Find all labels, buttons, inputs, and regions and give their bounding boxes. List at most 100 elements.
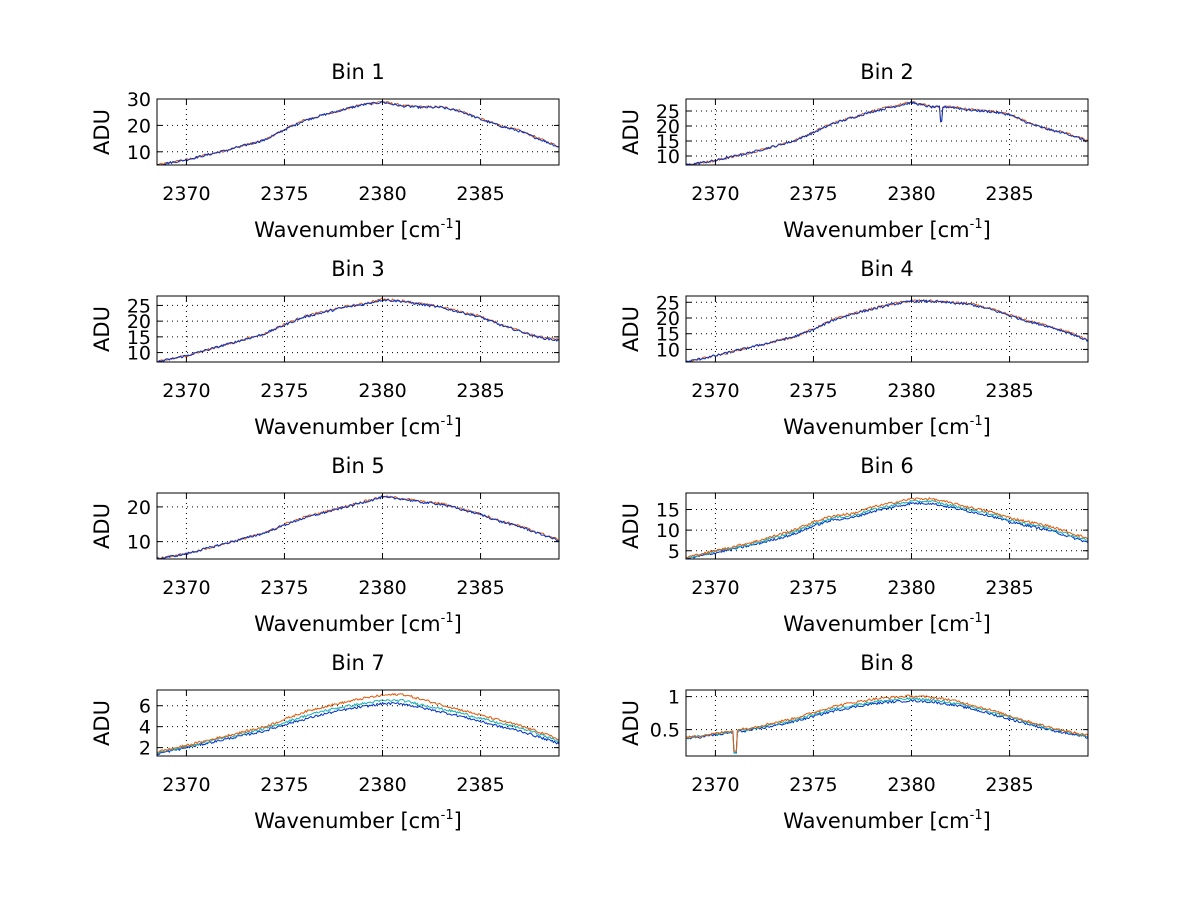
y-tick-label: 15 [656, 500, 680, 522]
axes-frame [156, 295, 560, 363]
x-axis-label-sup: -1 [441, 808, 454, 823]
x-tick-label: 2380 [887, 183, 935, 205]
y-axis-label: ADU [619, 109, 643, 155]
series-line-blue [685, 299, 1089, 363]
x-axis-label-text: Wavenumber [cm [783, 809, 969, 833]
y-tick-label: 15 [127, 327, 151, 349]
y-tick-label: 15 [656, 324, 680, 346]
x-tick-label: 2380 [887, 577, 935, 599]
y-tick-label: 20 [127, 497, 151, 519]
x-axis-label: Wavenumber [cm-1] [254, 414, 462, 439]
panel-title: Bin 6 [860, 454, 914, 478]
x-tick-label: 2385 [456, 577, 504, 599]
x-axis-label-close: ] [454, 218, 462, 242]
panel-title: Bin 2 [860, 60, 914, 84]
x-axis-label-sup: -1 [441, 414, 454, 429]
series-line-blue [685, 101, 1089, 166]
series-line-orange [685, 497, 1089, 559]
x-axis-label-close: ] [983, 218, 991, 242]
y-tick-label: 25 [656, 292, 680, 314]
x-axis-label-close: ] [454, 415, 462, 439]
panel-title: Bin 3 [331, 257, 385, 281]
panel-bin-5: Bin 5 2370 2375 2380 2385 10 20 Wavenumber [cm-… [90, 454, 560, 636]
x-axis-label-text: Wavenumber [cm [254, 218, 440, 242]
x-tick-label: 2375 [789, 577, 837, 599]
x-tick-label: 2385 [456, 774, 504, 796]
y-tick-label: 10 [127, 142, 151, 164]
y-tick-label: 0.5 [650, 720, 680, 742]
y-tick-label: 10 [656, 520, 680, 542]
series-line-cyan [685, 697, 1089, 754]
y-axis-label: ADU [90, 700, 114, 746]
y-axis-label: ADU [90, 109, 114, 155]
x-tick-label: 2380 [358, 380, 406, 402]
x-axis-label-sup: -1 [970, 414, 983, 429]
x-tick-label: 2370 [162, 183, 210, 205]
x-axis-label-close: ] [454, 612, 462, 636]
series-line-orange [156, 495, 560, 559]
x-tick-label: 2370 [691, 380, 739, 402]
x-tick-label: 2380 [358, 183, 406, 205]
x-axis-label-close: ] [983, 415, 991, 439]
panel-title: Bin 5 [331, 454, 385, 478]
x-tick-label: 2375 [789, 183, 837, 205]
x-tick-label: 2370 [162, 774, 210, 796]
panel-title: Bin 8 [860, 651, 914, 675]
series-line-orange [156, 693, 560, 753]
series-line-blue [156, 100, 559, 166]
x-tick-label: 2385 [985, 577, 1033, 599]
panel-title: Bin 4 [860, 257, 914, 281]
x-tick-label: 2370 [691, 183, 739, 205]
y-tick-label: 2 [139, 738, 151, 760]
y-tick-label: 1 [668, 687, 680, 709]
x-axis-label-text: Wavenumber [cm [783, 612, 969, 636]
x-tick-label: 2370 [162, 380, 210, 402]
y-tick-label: 5 [668, 541, 680, 563]
series-line-orange [685, 694, 1089, 752]
y-axis-label: ADU [619, 503, 643, 549]
x-axis-label-sup: -1 [970, 217, 983, 232]
panel-bin-8: Bin 8 2370 2375 2380 2385 0.5 1 Wavenumber [cm-… [619, 651, 1089, 833]
y-tick-label: 25 [656, 101, 680, 123]
x-axis-label-close: ] [454, 809, 462, 833]
y-tick-label: 30 [127, 89, 151, 111]
x-tick-label: 2385 [985, 183, 1033, 205]
y-tick-label: 4 [139, 717, 151, 739]
axes-frame [156, 689, 560, 757]
x-tick-label: 2380 [887, 774, 935, 796]
x-tick-label: 2380 [887, 380, 935, 402]
series-line-blue [685, 699, 1089, 754]
axes-frame [156, 98, 560, 166]
y-tick-label: 10 [127, 532, 151, 554]
x-tick-label: 2385 [456, 380, 504, 402]
y-axis-label: ADU [90, 503, 114, 549]
x-axis-label-close: ] [983, 612, 991, 636]
series-line-blue [156, 701, 560, 756]
y-axis-label: ADU [90, 306, 114, 352]
x-tick-label: 2370 [691, 774, 739, 796]
x-axis-label: Wavenumber [cm-1] [783, 808, 991, 833]
panel-bin-7: Bin 7 2370 2375 2380 2385 246 Wavenumber [cm-1… [90, 651, 560, 833]
x-tick-label: 2375 [260, 183, 308, 205]
x-tick-label: 2370 [162, 577, 210, 599]
y-tick-label: 10 [656, 146, 680, 168]
panel-title: Bin 7 [331, 651, 385, 675]
x-axis-label: Wavenumber [cm-1] [783, 217, 991, 242]
x-axis-label-sup: -1 [970, 808, 983, 823]
panel-bin-1: Bin 1 2370 2375 2380 2385 10 20 30 Wavenumber [c… [90, 60, 560, 242]
x-tick-label: 2385 [985, 380, 1033, 402]
x-axis-label-sup: -1 [441, 611, 454, 626]
y-tick-label: 10 [127, 343, 151, 365]
axes-frame [685, 492, 1089, 560]
x-tick-label: 2370 [691, 577, 739, 599]
series-line-cyan [685, 499, 1089, 559]
x-axis-label-sup: -1 [441, 217, 454, 232]
x-tick-label: 2385 [985, 774, 1033, 796]
series-line-blue [156, 299, 559, 363]
series-line-orange [686, 299, 1089, 363]
x-axis-label: Wavenumber [cm-1] [254, 217, 462, 242]
